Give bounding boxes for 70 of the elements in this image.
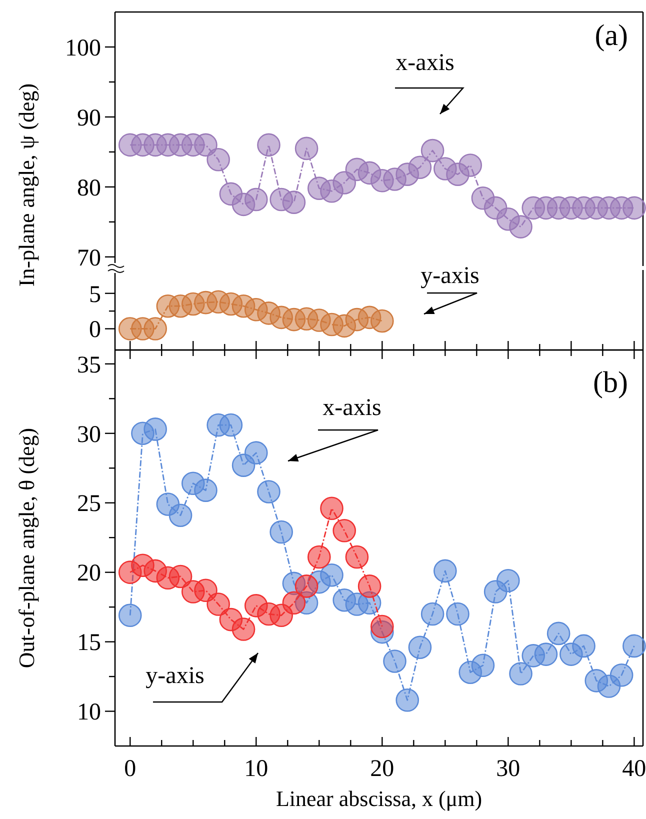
y-tick-label: 0 [89, 317, 101, 344]
point [496, 569, 520, 592]
y-tick-label: 80 [77, 175, 101, 202]
point [320, 496, 344, 520]
y-tick-label: 25 [77, 491, 101, 518]
x-tick-label: 0 [124, 756, 136, 782]
point [294, 136, 318, 160]
point [219, 413, 243, 437]
point [194, 478, 218, 502]
point [622, 196, 646, 220]
point [257, 480, 280, 504]
point [446, 602, 470, 626]
point [320, 563, 344, 587]
annotation: (a) [594, 19, 628, 52]
point [358, 574, 382, 598]
point [307, 545, 331, 569]
annotation: x-axis [396, 50, 454, 76]
point [232, 618, 256, 641]
point [509, 215, 532, 238]
x-axis-title: Linear abscissa, x (μm) [276, 786, 482, 811]
point [610, 663, 634, 687]
point [396, 688, 420, 712]
point [144, 317, 167, 340]
point [244, 441, 268, 464]
point [534, 642, 558, 666]
point [370, 309, 394, 333]
y-tick-label: 70 [77, 245, 101, 272]
annotation: y-axis [146, 663, 204, 689]
y-tick-label: 30 [77, 422, 101, 448]
y-axis-title: Out-of-plane angle, θ (deg) [14, 428, 39, 668]
point [282, 591, 306, 615]
point [282, 190, 306, 214]
x-tick-label: 40 [622, 756, 646, 782]
y-tick-label: 15 [77, 630, 101, 656]
point [332, 518, 356, 542]
point [546, 622, 570, 646]
point [420, 602, 444, 626]
y-tick-label: 10 [77, 700, 101, 726]
point [345, 545, 369, 569]
point [294, 574, 318, 598]
point [458, 154, 482, 177]
y-tick-label: 20 [77, 560, 101, 587]
point [471, 654, 495, 678]
point [408, 156, 432, 179]
annotation: y-axis [420, 263, 480, 289]
y-tick-label: 5 [89, 282, 101, 308]
annotation: (b) [593, 366, 628, 399]
y-tick-label: 90 [77, 105, 101, 132]
point [370, 614, 394, 638]
annotation: x-axis [322, 395, 382, 421]
y-tick-label: 100 [65, 35, 101, 62]
point [572, 634, 596, 658]
y-axis-title: In-plane angle, ψ (deg) [14, 83, 39, 287]
point [408, 636, 432, 659]
point [270, 520, 293, 544]
x-tick-label: 10 [244, 756, 268, 782]
point [434, 559, 457, 583]
point [509, 662, 532, 686]
point [383, 650, 406, 673]
y-tick-label: 35 [77, 352, 101, 378]
point [257, 133, 280, 157]
point [118, 604, 142, 628]
point [206, 148, 230, 172]
point [244, 188, 268, 212]
point [168, 504, 192, 527]
x-tick-label: 20 [370, 756, 394, 782]
point [144, 418, 167, 441]
point [622, 634, 646, 658]
x-tick-label: 30 [496, 756, 520, 782]
point [420, 138, 444, 162]
